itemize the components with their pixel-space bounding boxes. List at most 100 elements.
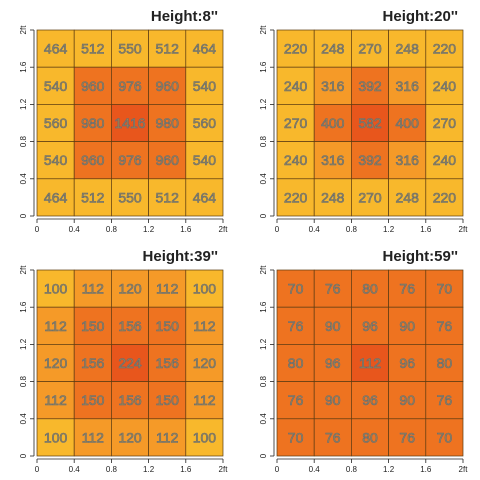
heatmap-cell bbox=[313, 306, 352, 345]
cell-value-label: 80 bbox=[288, 355, 304, 371]
heatmap-cell bbox=[388, 178, 427, 217]
x-tick-label: 2ft bbox=[219, 465, 229, 474]
y-tick-label: 1.2 bbox=[19, 98, 28, 110]
cell-value-label: 120 bbox=[44, 355, 68, 371]
cell-value-label: 112 bbox=[82, 281, 105, 297]
cell-value-label: 80 bbox=[362, 429, 378, 445]
cell-value-label: 70 bbox=[437, 281, 453, 297]
heatmap-cell bbox=[351, 29, 389, 68]
heatmap-cell bbox=[148, 344, 187, 382]
cell-value-label: 112 bbox=[82, 429, 105, 445]
cell-value-label: 540 bbox=[193, 78, 217, 94]
heatmap-cell bbox=[425, 66, 464, 105]
heatmap-cell bbox=[388, 66, 427, 105]
cell-value-label: 550 bbox=[118, 189, 142, 205]
cell-value-label: 76 bbox=[288, 318, 304, 334]
heatmap-cell bbox=[388, 418, 427, 457]
heatmap-cell bbox=[313, 418, 352, 457]
cell-value-label: 400 bbox=[321, 115, 345, 131]
heatmap-cell bbox=[313, 66, 352, 105]
heatmap-cell bbox=[73, 381, 112, 420]
x-tick-label: 0 bbox=[275, 225, 280, 234]
cell-value-label: 96 bbox=[325, 355, 341, 371]
heatmap-cell bbox=[185, 141, 224, 180]
cell-value-label: 316 bbox=[396, 78, 420, 94]
y-tick-label: 0.8 bbox=[19, 375, 28, 387]
cell-value-label: 96 bbox=[399, 355, 415, 371]
heatmap-cell bbox=[111, 306, 149, 345]
cell-value-label: 980 bbox=[81, 115, 105, 131]
cell-value-label: 96 bbox=[362, 392, 378, 408]
x-tick-label: 0.4 bbox=[69, 225, 81, 234]
heatmap-cell bbox=[73, 418, 112, 457]
heatmap-cell bbox=[313, 178, 352, 217]
heatmap-cell bbox=[36, 306, 75, 345]
y-tick-label: 0 bbox=[19, 213, 28, 218]
heatmap-cell bbox=[351, 66, 389, 105]
cell-value-label: 270 bbox=[358, 41, 382, 57]
cell-value-label: 76 bbox=[325, 429, 341, 445]
heatmap-cell bbox=[276, 29, 315, 68]
x-tick-label: 0.4 bbox=[309, 225, 321, 234]
cell-value-label: 240 bbox=[433, 152, 457, 168]
heatmap-cell bbox=[185, 178, 224, 217]
x-tick-label: 0 bbox=[35, 225, 40, 234]
x-tick-label: 0 bbox=[275, 465, 280, 474]
y-tick-label: 0 bbox=[19, 453, 28, 458]
cell-value-label: 112 bbox=[156, 281, 179, 297]
y-tick-label: 0.8 bbox=[19, 135, 28, 147]
cell-value-label: 560 bbox=[193, 115, 217, 131]
y-tick-label: 2ft bbox=[259, 25, 268, 35]
cell-value-label: 156 bbox=[118, 318, 142, 334]
cell-value-label: 100 bbox=[193, 429, 217, 445]
cell-value-label: 100 bbox=[193, 281, 217, 297]
y-tick-label: 0.8 bbox=[259, 135, 268, 147]
cell-value-label: 120 bbox=[193, 355, 217, 371]
cell-value-label: 316 bbox=[321, 78, 345, 94]
cell-value-label: 76 bbox=[399, 281, 415, 297]
heatmap-cell bbox=[185, 418, 224, 457]
heatmap-cell bbox=[425, 29, 464, 68]
cell-value-label: 76 bbox=[399, 429, 415, 445]
heatmap-cell bbox=[73, 141, 112, 180]
heatmap-cell bbox=[276, 381, 315, 420]
cell-value-label: 220 bbox=[433, 41, 457, 57]
cell-value-label: 100 bbox=[44, 429, 68, 445]
heatmap-cell bbox=[276, 344, 315, 382]
x-tick-label: 1.6 bbox=[180, 225, 192, 234]
cell-value-label: 960 bbox=[156, 152, 180, 168]
x-tick-label: 0 bbox=[35, 465, 40, 474]
cell-value-label: 976 bbox=[118, 78, 142, 94]
heatmap-svg: 100 112 120 112 100 112 150 156 150 112 120 156 224 1… bbox=[19, 265, 229, 474]
heatmap-cell bbox=[425, 104, 464, 142]
x-tick-label: 0.4 bbox=[69, 465, 81, 474]
cell-value-label: 220 bbox=[284, 41, 308, 57]
heatmap-cell bbox=[185, 344, 224, 382]
y-tick-label: 0.8 bbox=[259, 375, 268, 387]
x-tick-label: 1.2 bbox=[383, 465, 395, 474]
cell-value-label: 70 bbox=[288, 281, 304, 297]
cell-value-label: 248 bbox=[321, 189, 345, 205]
cell-value-label: 112 bbox=[193, 392, 216, 408]
heatmap-cell bbox=[36, 141, 75, 180]
heatmap-cell bbox=[73, 66, 112, 105]
cell-value-label: 96 bbox=[362, 318, 378, 334]
cell-value-label: 316 bbox=[396, 152, 420, 168]
heatmap-cell bbox=[425, 344, 464, 382]
cell-value-label: 248 bbox=[396, 189, 420, 205]
heatmap-panel-3: Height:39'' 100 112 120 112 100 112 150 156 150 1… bbox=[0, 240, 240, 480]
heatmap-panel-4: Height:59'' 70 76 80 76 70 76 90 96 90 76 80 96 112 9… bbox=[240, 240, 480, 480]
y-tick-label: 1.6 bbox=[259, 301, 268, 313]
cell-value-label: 240 bbox=[284, 78, 308, 94]
y-tick-label: 0.4 bbox=[19, 413, 28, 425]
heatmap-cell bbox=[351, 344, 389, 382]
cell-value-label: 100 bbox=[44, 281, 68, 297]
cell-value-label: 112 bbox=[156, 429, 179, 445]
x-tick-label: 1.2 bbox=[143, 225, 155, 234]
heatmap-svg: 464 512 550 512 464 540 960 976 960 540 560 980 1416… bbox=[19, 25, 228, 234]
cell-value-label: 112 bbox=[44, 318, 67, 334]
cell-value-label: 464 bbox=[44, 189, 68, 205]
cell-value-label: 316 bbox=[321, 152, 345, 168]
heatmap-cell bbox=[36, 269, 75, 308]
heatmap-cell bbox=[388, 104, 427, 142]
